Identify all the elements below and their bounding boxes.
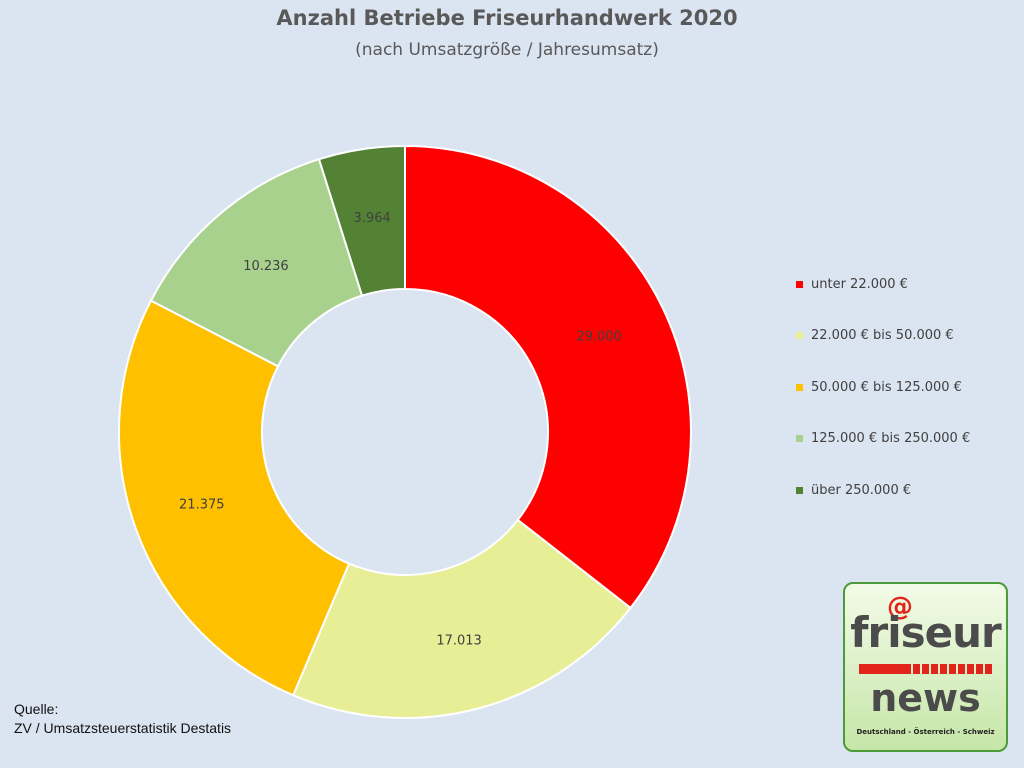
legend-item-4: 125.000 € bis 250.000 € <box>796 429 1016 449</box>
slice-value-label-2: 17.013 <box>436 634 482 649</box>
source-note: Quelle: ZV / Umsatzsteuerstatistik Desta… <box>14 700 231 738</box>
logo-wordmark-bottom: news <box>870 676 981 720</box>
legend-swatch-1 <box>796 280 803 288</box>
legend-label-2: 22.000 € bis 50.000 € <box>811 328 954 343</box>
legend-swatch-4 <box>796 435 803 442</box>
logo-divider-bar <box>859 664 993 674</box>
donut-slice-2 <box>291 518 632 719</box>
legend-item-5: über 250.000 € <box>796 480 1016 500</box>
logo-wordmark-top: friseur <box>850 608 1001 657</box>
source-label: Quelle: <box>14 701 59 717</box>
slice-value-label-1: 29.000 <box>576 330 622 345</box>
logo-at-sign: @ <box>887 592 913 622</box>
donut-slice-1 <box>404 144 692 610</box>
logo-tagline: Deutschland - Österreich - Schweiz <box>856 728 995 736</box>
slice-value-label-4: 10.236 <box>243 259 289 274</box>
legend-item-3: 50.000 € bis 125.000 € <box>796 377 1016 397</box>
slice-value-label-5: 3.964 <box>354 211 391 226</box>
legend-label-1: unter 22.000 € <box>811 276 908 292</box>
donut-slice-5 <box>317 144 406 297</box>
donut-slice-3 <box>118 299 351 697</box>
chart-subtitle: (nach Umsatzgröße / Jahresumsatz) <box>355 40 659 60</box>
legend-label-3: 50.000 € bis 125.000 € <box>811 379 962 395</box>
chart-title: Anzahl Betriebe Friseurhandwerk 2020 <box>276 6 738 30</box>
legend-item-2: 22.000 € bis 50.000 € <box>796 326 1016 346</box>
slice-value-label-3: 21.375 <box>179 498 225 513</box>
legend-item-1: unter 22.000 € <box>796 274 1016 294</box>
source-text: ZV / Umsatzsteuerstatistik Destatis <box>14 720 232 736</box>
legend-swatch-3 <box>796 383 803 391</box>
friseur-news-logo: @ friseur news Deutschland - Österreich … <box>843 582 1008 752</box>
legend-label-5: über 250.000 € <box>811 482 912 498</box>
chart-legend: unter 22.000 € 22.000 € bis 50.000 € 50.00… <box>796 274 1016 532</box>
legend-swatch-2 <box>796 332 803 339</box>
legend-swatch-5 <box>796 486 803 494</box>
legend-label-4: 125.000 € bis 250.000 € <box>811 431 971 446</box>
